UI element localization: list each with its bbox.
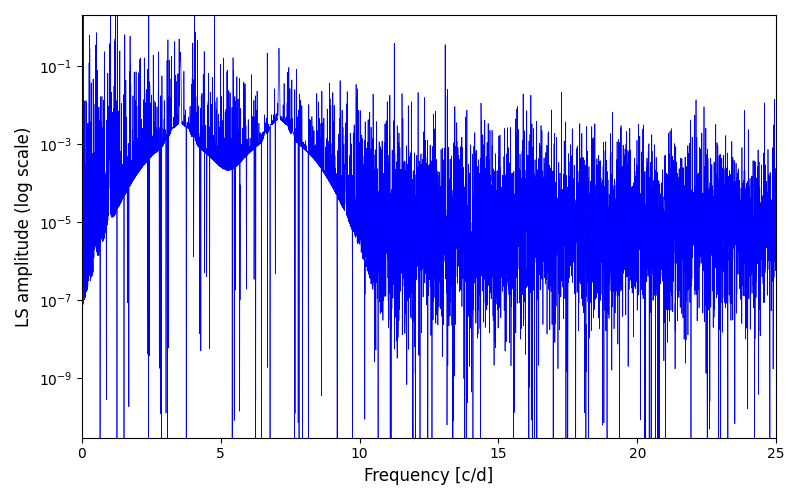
Y-axis label: LS amplitude (log scale): LS amplitude (log scale): [15, 126, 33, 326]
X-axis label: Frequency [c/d]: Frequency [c/d]: [364, 467, 494, 485]
